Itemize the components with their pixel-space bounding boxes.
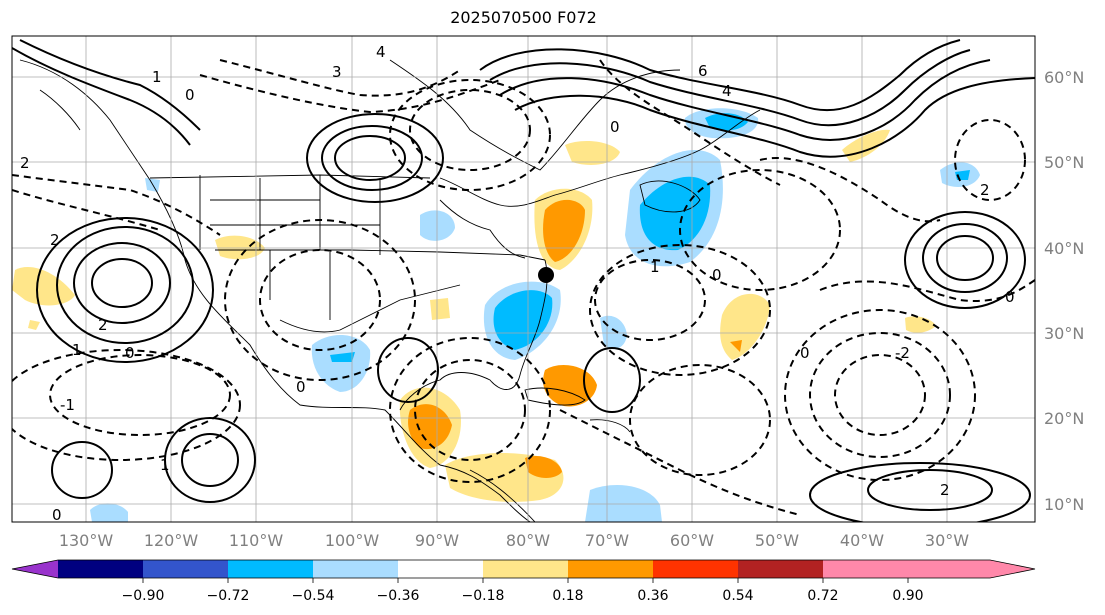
- colorbar-tick: −0.36: [377, 588, 420, 604]
- contour-label: 2: [20, 154, 30, 172]
- colorbar-segment: [58, 560, 143, 578]
- contour-label: 3: [332, 63, 342, 81]
- contour-label: 0: [52, 506, 62, 524]
- map-frame: [11, 35, 1036, 523]
- lon-label: 40°W: [840, 531, 884, 550]
- lat-label: 40°N: [1044, 239, 1084, 258]
- colorbar-tick: −0.72: [207, 588, 250, 604]
- colorbar-tick: 0.36: [637, 588, 668, 604]
- lon-label: 100°W: [325, 531, 380, 550]
- graticule: [12, 36, 1035, 522]
- colorbar-tick: −0.18: [462, 588, 505, 604]
- map-title: 2025070500 F072: [450, 8, 597, 27]
- contour-label: 0: [712, 266, 722, 284]
- lon-label: 110°W: [229, 531, 284, 550]
- contour-label: 1: [650, 258, 660, 276]
- contour-label: 2: [980, 181, 990, 199]
- latitude-labels: 60°N 50°N 40°N 30°N 20°N 10°N: [1044, 68, 1084, 514]
- lat-label: 30°N: [1044, 324, 1084, 343]
- contour-label: 0: [1005, 288, 1015, 306]
- longitude-labels: 130°W 120°W 110°W 100°W 90°W 80°W 70°W 6…: [59, 531, 969, 550]
- colorbar-tick: 0.90: [892, 588, 923, 604]
- contour-label: 4: [722, 82, 732, 100]
- contour-label: 0: [125, 344, 135, 362]
- colorbar-segment: [738, 560, 823, 578]
- colorbar-segment: [228, 560, 313, 578]
- contour-label: 4: [376, 43, 386, 61]
- lon-label: 70°W: [585, 531, 629, 550]
- contour-label: 2: [50, 231, 60, 249]
- colorbar-segment: [908, 560, 990, 578]
- lon-label: 120°W: [144, 531, 199, 550]
- location-marker: [538, 267, 554, 283]
- contour-label: -2: [895, 344, 910, 362]
- contour-label: 0: [610, 118, 620, 136]
- contour-label: 2: [940, 481, 950, 499]
- colorbar-segment: [398, 560, 483, 578]
- lat-label: 60°N: [1044, 68, 1084, 87]
- contour-labels: 4 3 2 1 0 -1 -2 6 4 2 2 1 0 0 0 1 0 1 2 …: [20, 43, 1015, 524]
- colorbar-segment: [823, 560, 908, 578]
- colorbar-segment: [483, 560, 568, 578]
- colorbar-tick: 0.18: [552, 588, 583, 604]
- colorbar-segment: [653, 560, 738, 578]
- colorbar-tick: −0.54: [292, 588, 335, 604]
- lat-label: 20°N: [1044, 409, 1084, 428]
- colorbar-segment: [143, 560, 228, 578]
- contour-label: 6: [698, 62, 708, 80]
- anomaly-fills: [12, 108, 980, 522]
- lon-label: 130°W: [59, 531, 114, 550]
- contour-label: 0: [800, 344, 810, 362]
- contour-label: 1: [152, 68, 162, 86]
- contour-label: 2: [98, 316, 108, 334]
- colorbar-extend-high: [990, 560, 1035, 578]
- contours: [12, 39, 1035, 522]
- colorbar-extend-low: [12, 560, 58, 578]
- colorbar: −0.90 −0.72 −0.54 −0.36 −0.18 0.18 0.36 …: [11, 559, 1036, 604]
- contour-label: 1: [72, 341, 82, 359]
- contour-label: 0: [185, 86, 195, 104]
- lon-label: 80°W: [506, 531, 550, 550]
- colorbar-tick: −0.90: [122, 588, 165, 604]
- contour-label: 1: [160, 456, 170, 474]
- contour-label: -1: [60, 396, 75, 414]
- map-area: 4 3 2 1 0 -1 -2 6 4 2 2 1 0 0 0 1 0 1 2 …: [12, 36, 1035, 524]
- colorbar-segment: [313, 560, 398, 578]
- lat-label: 50°N: [1044, 153, 1084, 172]
- lon-label: 60°W: [670, 531, 714, 550]
- contour-label: 0: [296, 378, 306, 396]
- lon-label: 30°W: [925, 531, 969, 550]
- lat-label: 10°N: [1044, 495, 1084, 514]
- lon-label: 50°W: [755, 531, 799, 550]
- colorbar-tick: 0.72: [807, 588, 838, 604]
- colorbar-tick: 0.54: [722, 588, 753, 604]
- colorbar-segment: [568, 560, 653, 578]
- lon-label: 90°W: [415, 531, 459, 550]
